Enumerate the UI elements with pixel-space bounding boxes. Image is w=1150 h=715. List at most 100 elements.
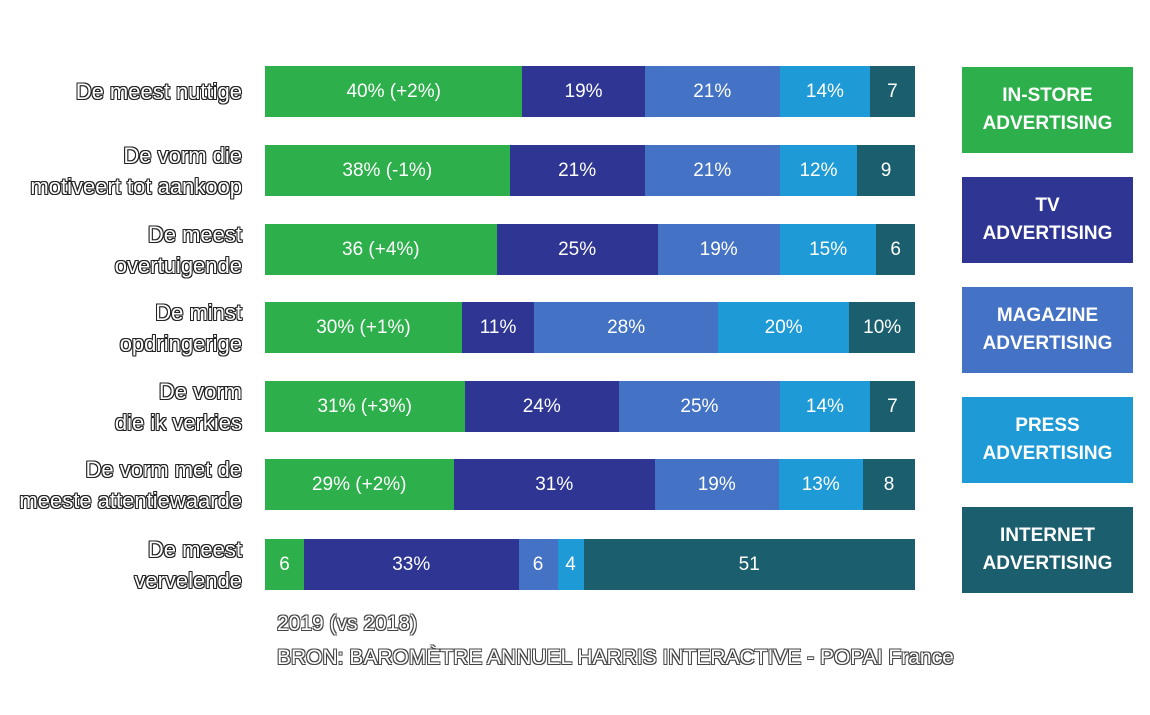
category-label-line: meeste attentiewaarde	[19, 487, 242, 513]
data-label: 4	[565, 553, 576, 575]
legend-label-line: ADVERTISING	[982, 333, 1113, 354]
bar-segment: 6	[876, 224, 915, 275]
bar-segment: 31%	[453, 459, 655, 510]
category-label-line: De vorm	[158, 378, 242, 404]
year-note: 2019 (vs 2018)	[277, 612, 418, 635]
bar-segment: 51	[583, 539, 915, 590]
data-label: 40% (+2%)	[346, 80, 441, 102]
bar-segment: 7	[869, 381, 915, 432]
bar-segment: 14%	[779, 66, 870, 117]
category-label-line: De meest	[147, 221, 242, 247]
bar-row: 40% (+2%) 19% 21% 14% 7	[265, 66, 915, 117]
data-label: 19%	[697, 473, 736, 495]
data-label: 8	[883, 473, 895, 495]
bar-segment: 20%	[718, 302, 850, 353]
category-label-line: De vorm met de	[85, 456, 243, 482]
data-label: 6	[532, 553, 544, 575]
data-label: 24%	[522, 395, 561, 417]
bar-row: 31% (+3%) 24% 25% 14% 7	[265, 381, 915, 432]
category-label: De meest vervelende	[134, 534, 242, 596]
bar-segment: 6	[518, 539, 558, 590]
bar-row: 6 33% 6 4 51	[265, 539, 915, 590]
data-label: 20%	[764, 316, 803, 338]
data-label: 33%	[392, 553, 431, 575]
data-label: 21%	[558, 159, 597, 181]
data-label: 28%	[607, 316, 646, 338]
bar-segment: 28%	[534, 302, 719, 353]
bar-segment: 11%	[461, 302, 535, 353]
data-label: 21%	[693, 80, 732, 102]
bar-segment: 14%	[779, 381, 870, 432]
legend-label-line: ADVERTISING	[982, 553, 1113, 574]
legend-label-line: ADVERTISING	[982, 443, 1113, 464]
bar-segment: 21%	[644, 66, 780, 117]
category-label-line: vervelende	[134, 567, 242, 593]
category-label: De meest overtuigende	[115, 219, 242, 281]
category-label: De vorm die ik verkies	[115, 376, 242, 438]
bar-segment: 4	[557, 539, 584, 590]
data-label: 31%	[535, 473, 574, 495]
category-label: De minst opdringerige	[120, 297, 242, 359]
legend-label-line: MAGAZINE	[996, 305, 1099, 326]
data-label: 19%	[564, 80, 603, 102]
bar-segment: 40% (+2%)	[265, 66, 523, 117]
data-label: 15%	[809, 238, 848, 260]
bar-segment: 21%	[509, 145, 645, 196]
data-label: 31% (+3%)	[317, 395, 413, 417]
category-label: De vorm met de meeste attentiewaarde	[19, 454, 242, 516]
bar-segment: 21%	[644, 145, 780, 196]
bar-segment: 8	[863, 459, 915, 510]
bar-segment: 7	[869, 66, 915, 117]
data-label: 14%	[805, 80, 844, 102]
data-label: 51	[738, 553, 760, 575]
legend-entry: IN-STORE ADVERTISING	[962, 67, 1133, 153]
bar-row: 29% (+2%) 31% 19% 13% 8	[265, 459, 915, 510]
bar-segment: 24%	[464, 381, 619, 432]
category-label-line: De minst	[155, 299, 242, 325]
data-label: 12%	[799, 159, 838, 181]
legend-label-line: PRESS	[1015, 415, 1080, 436]
bar-segment: 36 (+4%)	[265, 224, 497, 275]
legend-label-line: ADVERTISING	[982, 113, 1113, 134]
bar-segment: 31% (+3%)	[265, 381, 465, 432]
bar-segment: 19%	[522, 66, 645, 117]
bar-segment: 25%	[496, 224, 658, 275]
data-label: 6	[890, 238, 901, 260]
legend-label-line: INTERNET	[999, 525, 1095, 546]
data-label: 6	[279, 553, 290, 575]
data-label: 38% (-1%)	[342, 159, 433, 181]
bar-segment: 19%	[655, 459, 779, 510]
bar-segment: 6	[265, 539, 304, 590]
bar-segment: 19%	[657, 224, 780, 275]
data-label: 19%	[699, 238, 738, 260]
data-label: 14%	[805, 395, 844, 417]
category-label-line: De meest nuttige	[75, 79, 242, 104]
bar-segment: 10%	[849, 302, 915, 353]
data-label: 25%	[558, 238, 597, 260]
bar-segment: 33%	[304, 539, 519, 590]
legend-label-line: IN-STORE	[1002, 85, 1093, 106]
data-label: 10%	[863, 316, 902, 338]
bar-segment: 38% (-1%)	[265, 145, 510, 196]
data-label: 7	[887, 80, 898, 102]
legend-label-line: TV	[1035, 195, 1060, 216]
bar-row: 36 (+4%) 25% 19% 15% 6	[265, 224, 915, 275]
bar-row: 30% (+1%) 11% 28% 20% 10%	[265, 302, 915, 353]
legend-entry: PRESS ADVERTISING	[962, 397, 1133, 483]
bar-segment: 15%	[779, 224, 877, 275]
data-label: 9	[880, 159, 892, 181]
data-label: 25%	[680, 395, 719, 417]
category-label-line: overtuigende	[114, 252, 242, 278]
legend-entry: TV ADVERTISING	[962, 177, 1133, 263]
bar-segment: 25%	[618, 381, 780, 432]
category-label-line: De meest	[147, 536, 242, 562]
category-label-line: motiveert tot aankoop	[30, 173, 242, 199]
bar-segment: 29% (+2%)	[265, 459, 454, 510]
category-label-line: die ik verkies	[114, 409, 242, 435]
category-label: De vorm die motiveert tot aankoop	[30, 140, 242, 202]
legend-label-line: ADVERTISING	[982, 223, 1113, 244]
legend-entry: INTERNET ADVERTISING	[962, 507, 1133, 593]
data-label: 11%	[479, 316, 517, 338]
category-label: De meest nuttige	[76, 76, 242, 107]
